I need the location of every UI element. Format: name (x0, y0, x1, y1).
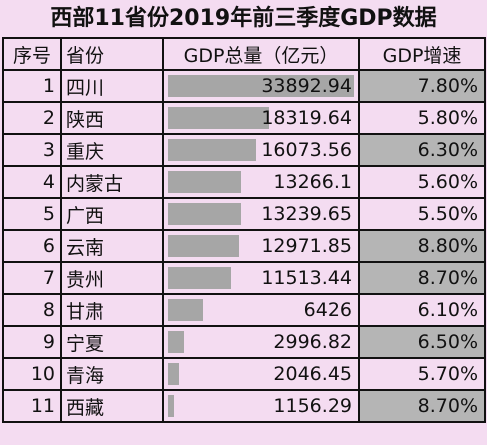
gdp-value: 12971.85 (261, 235, 352, 257)
row-index: 7 (2, 261, 62, 295)
province-name: 贵州 (60, 261, 164, 295)
gdp-cell: 6426 (162, 293, 360, 327)
table-row: 9 宁夏 2996.82 6.50% (2, 325, 486, 359)
table-row: 7 贵州 11513.44 8.70% (2, 261, 486, 295)
gdp-bar (168, 75, 354, 97)
growth-rate: 8.70% (358, 389, 486, 423)
table-body: 1 四川 33892.94 7.80% 2 陕西 18319.64 5.80% 3 重庆 16073… (2, 69, 486, 423)
header-growth: GDP增速 (358, 37, 486, 71)
gdp-cell: 13239.65 (162, 197, 360, 231)
row-index: 10 (2, 357, 62, 391)
gdp-bar (168, 331, 184, 353)
growth-rate: 6.50% (358, 325, 486, 359)
growth-rate: 6.30% (358, 133, 486, 167)
table-row: 2 陕西 18319.64 5.80% (2, 101, 486, 135)
growth-rate: 7.80% (358, 69, 486, 103)
gdp-cell: 33892.94 (162, 69, 360, 103)
gdp-value: 16073.56 (261, 139, 352, 161)
province-name: 四川 (60, 69, 164, 103)
row-index: 9 (2, 325, 62, 359)
gdp-value: 1156.29 (273, 395, 352, 417)
gdp-cell: 13266.1 (162, 165, 360, 199)
growth-rate: 5.70% (358, 357, 486, 391)
gdp-bar (168, 267, 231, 289)
gdp-bar (168, 203, 241, 225)
province-name: 云南 (60, 229, 164, 263)
gdp-value: 2996.82 (273, 331, 352, 353)
header-row: 序号 省份 GDP总量（亿元） GDP增速 (2, 37, 486, 71)
row-index: 6 (2, 229, 62, 263)
row-index: 5 (2, 197, 62, 231)
gdp-value: 13239.65 (261, 203, 352, 225)
gdp-value: 33892.94 (261, 75, 352, 97)
gdp-bar (168, 139, 256, 161)
row-index: 3 (2, 133, 62, 167)
growth-rate: 5.50% (358, 197, 486, 231)
table-row: 3 重庆 16073.56 6.30% (2, 133, 486, 167)
gdp-value: 6426 (303, 299, 352, 321)
growth-rate: 5.60% (358, 165, 486, 199)
gdp-cell: 18319.64 (162, 101, 360, 135)
table-row: 5 广西 13239.65 5.50% (2, 197, 486, 231)
gdp-cell: 1156.29 (162, 389, 360, 423)
table-row: 6 云南 12971.85 8.80% (2, 229, 486, 263)
gdp-value: 18319.64 (261, 107, 352, 129)
gdp-cell: 2996.82 (162, 325, 360, 359)
row-index: 8 (2, 293, 62, 327)
province-name: 陕西 (60, 101, 164, 135)
province-name: 宁夏 (60, 325, 164, 359)
table-row: 8 甘肃 6426 6.10% (2, 293, 486, 327)
row-index: 4 (2, 165, 62, 199)
row-index: 2 (2, 101, 62, 135)
table-row: 11 西藏 1156.29 8.70% (2, 389, 486, 423)
table-row: 1 四川 33892.94 7.80% (2, 69, 486, 103)
header-index: 序号 (2, 37, 62, 71)
province-name: 甘肃 (60, 293, 164, 327)
gdp-cell: 2046.45 (162, 357, 360, 391)
table-title: 西部11省份2019年前三季度GDP数据 (0, 0, 487, 37)
table-row: 10 青海 2046.45 5.70% (2, 357, 486, 391)
gdp-cell: 12971.85 (162, 229, 360, 263)
gdp-value: 13266.1 (273, 171, 352, 193)
gdp-data-table: 序号 省份 GDP总量（亿元） GDP增速 1 四川 33892.94 7.80% 2 陕… (2, 37, 486, 423)
gdp-bar (168, 171, 241, 193)
province-name: 内蒙古 (60, 165, 164, 199)
province-name: 广西 (60, 197, 164, 231)
gdp-bar (168, 363, 179, 385)
growth-rate: 5.80% (358, 101, 486, 135)
growth-rate: 8.80% (358, 229, 486, 263)
table-row: 4 内蒙古 13266.1 5.60% (2, 165, 486, 199)
gdp-value: 2046.45 (273, 363, 352, 385)
gdp-cell: 11513.44 (162, 261, 360, 295)
gdp-bar (168, 107, 269, 129)
header-province: 省份 (60, 37, 164, 71)
row-index: 11 (2, 389, 62, 423)
gdp-bar (168, 395, 174, 417)
province-name: 重庆 (60, 133, 164, 167)
gdp-bar (168, 299, 203, 321)
growth-rate: 6.10% (358, 293, 486, 327)
gdp-bar (168, 235, 239, 257)
gdp-value: 11513.44 (261, 267, 352, 289)
growth-rate: 8.70% (358, 261, 486, 295)
header-gdp: GDP总量（亿元） (162, 37, 360, 71)
gdp-cell: 16073.56 (162, 133, 360, 167)
province-name: 西藏 (60, 389, 164, 423)
province-name: 青海 (60, 357, 164, 391)
row-index: 1 (2, 69, 62, 103)
